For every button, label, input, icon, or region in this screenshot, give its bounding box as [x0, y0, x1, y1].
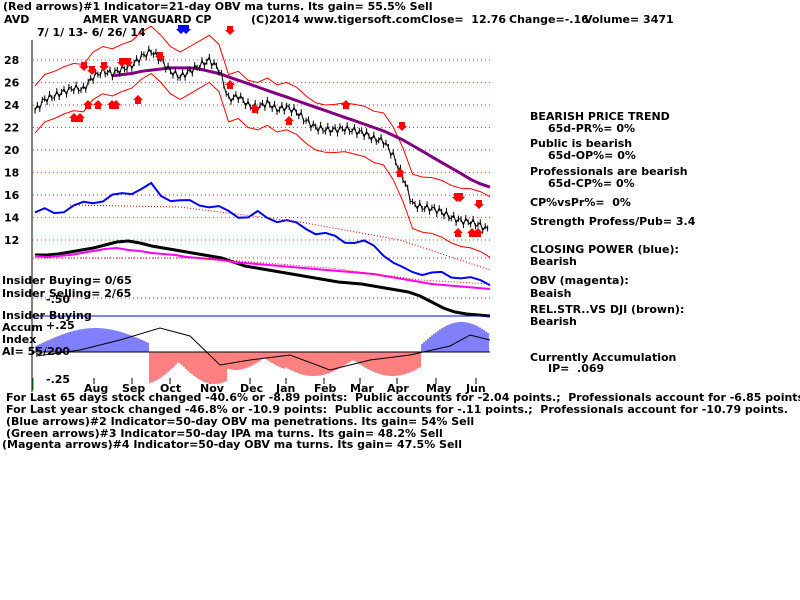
footer-line-3: (Blue arrows)#2 Indicator=50-day OBV ma …: [6, 415, 475, 428]
up-arrow-icon: [133, 95, 143, 104]
strength-label: Strength Profess/Pub= 3.4: [530, 215, 696, 228]
down-arrow-icon: [99, 62, 109, 71]
grid-lines: [33, 59, 490, 299]
up-arrow-icon: [111, 100, 121, 109]
trend-label: BEARISH PRICE TREND: [530, 110, 670, 123]
footer-line-4: (Green arrows)#3 Indicator=50-day IPA ma…: [6, 427, 443, 440]
ai-label: AI= 55/200: [2, 345, 70, 358]
up-arrow-icon: [467, 228, 477, 237]
up-arrow-icon: [453, 228, 463, 237]
insider-buying-label: Insider Buying= 0/65: [2, 274, 132, 287]
x-tick-label: Dec: [240, 382, 263, 395]
x-tick-label: Sep: [122, 382, 145, 395]
up-arrow-icon: [93, 100, 103, 109]
y-tick-label: 26: [4, 77, 20, 90]
y-tick-label: 16: [4, 189, 20, 202]
down-arrow-icon: [225, 26, 235, 35]
upper-band-line: [34, 25, 491, 198]
down-arrow-icon: [123, 58, 133, 67]
footer-line-2: For Last year stock changed -46.8% or -1…: [6, 403, 788, 416]
y-tick-label: 20: [4, 144, 20, 157]
x-tick-label: Jan: [275, 382, 295, 395]
down-arrow-icon: [397, 122, 407, 131]
obv-label: OBV (magenta):: [530, 274, 629, 287]
accum-label: Accum: [2, 321, 43, 334]
up-arrow-icon: [75, 113, 85, 122]
indicator-1-label: (Red arrows)#1 Indicator=21-day OBV ma t…: [3, 0, 433, 13]
x-tick-label: Apr: [387, 382, 409, 395]
footer-line-1: For Last 65 days stock changed -40.6% or…: [6, 391, 800, 404]
volume-value: Volume= 3471: [584, 13, 674, 26]
lower-band-line: [34, 72, 491, 258]
y-tick-labels: 12 14 16 18 20 22 24 26 28: [4, 54, 20, 247]
down-arrow-icon: [79, 62, 89, 71]
up-arrow-icon: [473, 228, 483, 237]
up-arrow-icon: [225, 80, 235, 89]
y-tick-label: 18: [4, 167, 19, 180]
x-tick-label: Nov: [200, 382, 225, 395]
x-tick-label: Feb: [314, 382, 337, 395]
x-tick-labels: Aug Sep Oct Nov Dec Jan Feb Mar Apr May Jun: [84, 378, 486, 395]
up-arrow-icon: [395, 168, 405, 177]
x-tick-label: Jun: [465, 382, 486, 395]
insider-buying-2-label: Insider Buying: [2, 309, 92, 322]
down-arrow-icon: [474, 200, 484, 209]
closing-power-ma-line: [69, 204, 491, 271]
x-tick-label: Oct: [160, 382, 181, 395]
y-tick-label: 28: [4, 54, 19, 67]
closing-power-label: CLOSING POWER (blue):: [530, 243, 679, 256]
ticker-label: AVD: [4, 13, 30, 26]
relstr-label: REL.STR..VS DJI (brown):: [530, 303, 685, 316]
ip-label: IP= .069: [548, 362, 605, 375]
up-arrow-icon: [284, 116, 294, 125]
footer-line-5: (Magenta arrows)#4 Indicator=50-day OBV …: [2, 438, 462, 451]
up-arrow-icon: [83, 100, 93, 109]
obv-line: [34, 246, 491, 290]
relstr-value: Bearish: [530, 315, 577, 328]
change-value: Change=-.16: [509, 13, 589, 26]
x-tick-label: May: [426, 382, 451, 395]
y-tick-label: 12: [4, 234, 19, 247]
obv-value: Beaish: [530, 287, 572, 300]
company-name: AMER VANGUARD CP: [83, 13, 212, 26]
up-arrow-icon: [250, 104, 260, 113]
accum-histogram: [33, 322, 490, 384]
public-label: Public is bearish: [530, 137, 633, 150]
close-value: Close= 12.76: [421, 13, 507, 26]
copyright-label: (C)2014 www.tigersoft.com: [251, 13, 422, 26]
up-arrow-icon: [341, 100, 351, 109]
x-tick-label: Aug: [84, 382, 108, 395]
y-tick-label: 14: [4, 212, 20, 225]
fifty-label: -.50: [46, 293, 71, 306]
op-label: 65d-OP%= 0%: [548, 149, 636, 162]
accum-ma-line: [35, 327, 491, 371]
up-arrow-icon: [69, 113, 79, 122]
accum-minus-label: -.25: [46, 373, 71, 386]
pr-label: 65d-PR%= 0%: [548, 122, 636, 135]
insider-selling-label: Insider Selling= 2/65: [2, 287, 132, 300]
relative-strength-line: [35, 239, 491, 318]
y-tick-label: 24: [4, 99, 20, 112]
accum-plus-label: +.25: [46, 319, 75, 332]
date-range: 7/ 1/ 13- 6/ 26/ 14: [37, 26, 146, 39]
down-arrow-icon: [181, 25, 191, 34]
down-arrow-icon: [87, 66, 97, 75]
closing-power-value: Bearish: [530, 255, 577, 268]
cp-label: 65d-CP%= 0%: [548, 177, 635, 190]
closing-power-line: [34, 181, 491, 286]
signal-arrows: [69, 25, 484, 237]
price-line: [34, 45, 489, 234]
x-tick-label: Mar: [350, 382, 374, 395]
down-arrow-icon: [117, 58, 127, 67]
y-tick-label: 22: [4, 122, 19, 135]
index-label: Index: [2, 333, 37, 346]
down-arrow-icon: [455, 193, 465, 202]
cpvspr-label: CP%vsPr%= 0%: [530, 196, 631, 209]
down-arrow-icon: [155, 52, 165, 61]
accum-status-label: Currently Accumulation: [530, 351, 677, 364]
pros-label: Professionals are bearish: [530, 165, 688, 178]
